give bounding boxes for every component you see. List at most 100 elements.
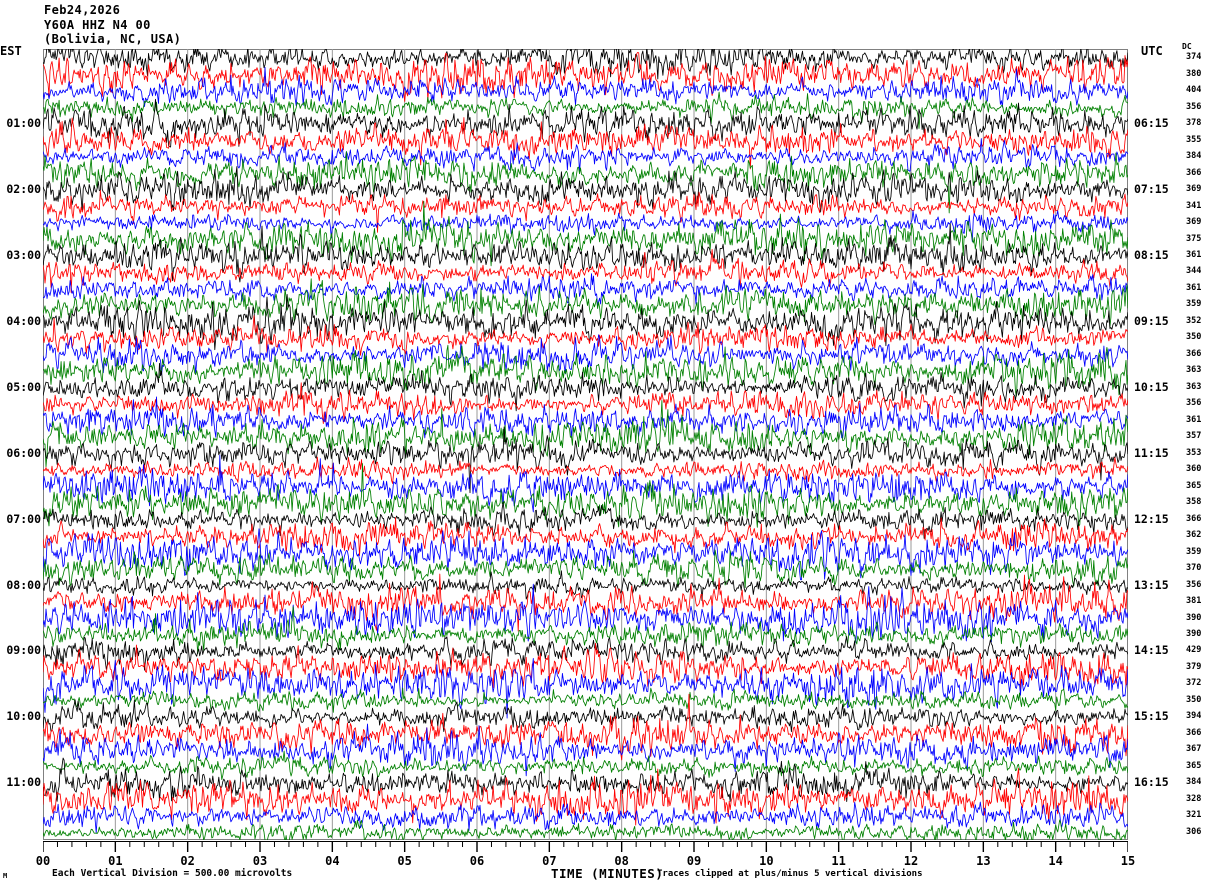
x-axis-title: TIME (MINUTES) bbox=[551, 866, 664, 881]
x-tick-label: 12 bbox=[903, 854, 919, 868]
dc-value: 362 bbox=[1186, 530, 1202, 541]
dc-value: 344 bbox=[1186, 266, 1202, 277]
dc-value: 375 bbox=[1186, 233, 1202, 244]
dc-value: 372 bbox=[1186, 678, 1202, 689]
dc-value: 306 bbox=[1186, 826, 1202, 837]
x-tick-label: 08 bbox=[614, 854, 629, 868]
clip-note: Traces clipped at plus/minus 5 vertical … bbox=[657, 869, 923, 879]
x-axis bbox=[42, 840, 1129, 854]
x-tick-label: 00 bbox=[35, 854, 51, 868]
x-tick-label: 11 bbox=[831, 854, 846, 868]
dc-value: 361 bbox=[1186, 249, 1202, 260]
seismogram-traces bbox=[43, 49, 1128, 840]
dc-value: 380 bbox=[1186, 68, 1202, 79]
right-hour-label: 15:15 bbox=[1134, 709, 1169, 724]
left-hour-label: 09:00 bbox=[6, 643, 41, 658]
left-hour-label: 10:00 bbox=[6, 709, 41, 724]
dc-value: 390 bbox=[1186, 629, 1202, 639]
x-tick-label: 15 bbox=[1120, 854, 1136, 868]
x-axis-ticks bbox=[42, 841, 1129, 852]
dc-value: 379 bbox=[1186, 661, 1202, 672]
right-hour-label: 10:15 bbox=[1134, 379, 1169, 394]
left-hour-label: 03:00 bbox=[6, 247, 41, 262]
dc-value: 365 bbox=[1186, 480, 1202, 491]
dc-value: 356 bbox=[1186, 579, 1202, 590]
dc-value: 352 bbox=[1186, 315, 1202, 326]
dc-value: 404 bbox=[1186, 85, 1202, 96]
dc-value: 321 bbox=[1186, 810, 1202, 821]
chart-header: Feb24,2026 Y60A HHZ N4 00 (Bolivia, NC, … bbox=[44, 3, 181, 47]
x-tick-label: 05 bbox=[397, 854, 412, 868]
dc-value: 363 bbox=[1186, 365, 1202, 376]
left-hour-label: 07:00 bbox=[6, 511, 41, 526]
dc-value: 350 bbox=[1186, 332, 1202, 343]
dc-value: 366 bbox=[1186, 727, 1202, 738]
dc-value: 355 bbox=[1186, 134, 1202, 145]
dc-value: 381 bbox=[1186, 596, 1202, 607]
dc-value: 360 bbox=[1186, 464, 1202, 475]
dc-value: 341 bbox=[1186, 200, 1202, 211]
left-hour-label: 11:00 bbox=[6, 775, 41, 790]
right-hour-label: 13:15 bbox=[1134, 577, 1169, 592]
dc-value: 367 bbox=[1186, 744, 1202, 755]
dc-value: 361 bbox=[1186, 414, 1202, 425]
dc-value: 350 bbox=[1186, 694, 1202, 705]
dc-value: 390 bbox=[1186, 612, 1202, 623]
dc-value: 369 bbox=[1186, 217, 1202, 228]
right-hour-label: 11:15 bbox=[1134, 445, 1169, 460]
header-date: Feb24,2026 bbox=[44, 3, 121, 17]
left-hour-label: 05:00 bbox=[6, 379, 41, 394]
dc-value: 361 bbox=[1186, 282, 1202, 293]
x-tick-label: 01 bbox=[108, 854, 123, 868]
x-tick-label: 02 bbox=[180, 854, 195, 868]
dc-value: 374 bbox=[1186, 52, 1202, 63]
dc-value: 353 bbox=[1186, 447, 1202, 458]
dc-value: 359 bbox=[1186, 299, 1202, 310]
header-station: Y60A HHZ N4 00 bbox=[44, 17, 151, 32]
dc-value: 356 bbox=[1186, 398, 1202, 409]
dc-value: 365 bbox=[1186, 760, 1202, 771]
right-timezone-label: UTC bbox=[1141, 44, 1163, 58]
dc-value: 429 bbox=[1186, 645, 1202, 656]
header-location: (Bolivia, NC, USA) bbox=[44, 32, 182, 46]
x-tick-label: 10 bbox=[759, 854, 774, 868]
x-tick-label: 13 bbox=[976, 854, 991, 868]
x-tick-label: 07 bbox=[542, 854, 557, 868]
x-tick-label: 14 bbox=[1048, 854, 1063, 868]
dc-value: 363 bbox=[1186, 381, 1202, 392]
dc-value: 384 bbox=[1186, 151, 1202, 162]
right-hour-label: 07:15 bbox=[1134, 182, 1169, 197]
right-hour-label: 09:15 bbox=[1134, 313, 1169, 328]
dc-value: 370 bbox=[1186, 563, 1202, 574]
right-hour-label: 12:15 bbox=[1134, 511, 1169, 526]
corner-marker: M bbox=[3, 872, 8, 880]
left-hour-label: 04:00 bbox=[6, 313, 41, 328]
left-hour-label: 06:00 bbox=[6, 445, 41, 460]
dc-value: 366 bbox=[1186, 167, 1202, 178]
dc-value: 366 bbox=[1186, 513, 1202, 524]
left-hour-label: 02:00 bbox=[6, 182, 41, 197]
x-tick-label: 03 bbox=[252, 854, 268, 868]
dc-value: 359 bbox=[1186, 546, 1202, 557]
right-hour-label: 06:15 bbox=[1134, 116, 1169, 131]
left-hour-label: 08:00 bbox=[6, 577, 41, 592]
left-hour-label: 01:00 bbox=[6, 116, 41, 131]
right-hour-label: 16:15 bbox=[1134, 775, 1169, 790]
dc-value: 356 bbox=[1186, 101, 1202, 112]
dc-value: 358 bbox=[1186, 497, 1202, 508]
x-tick-label: 06 bbox=[469, 854, 485, 868]
x-tick-label: 09 bbox=[686, 854, 702, 868]
dc-value: 369 bbox=[1186, 184, 1202, 195]
dc-value: 357 bbox=[1186, 431, 1202, 442]
right-hour-label: 14:15 bbox=[1134, 643, 1169, 658]
right-hour-label: 08:15 bbox=[1134, 247, 1169, 262]
dc-value: 384 bbox=[1186, 777, 1202, 788]
dc-value: 366 bbox=[1186, 348, 1202, 359]
helicorder-plot[interactable] bbox=[43, 49, 1128, 840]
dc-value: 394 bbox=[1186, 711, 1202, 722]
dc-column-header: DC bbox=[1182, 42, 1192, 51]
x-tick-label: 04 bbox=[325, 854, 340, 868]
dc-value: 328 bbox=[1186, 793, 1202, 804]
dc-value: 378 bbox=[1186, 118, 1202, 129]
left-timezone-label: EST bbox=[0, 44, 22, 58]
